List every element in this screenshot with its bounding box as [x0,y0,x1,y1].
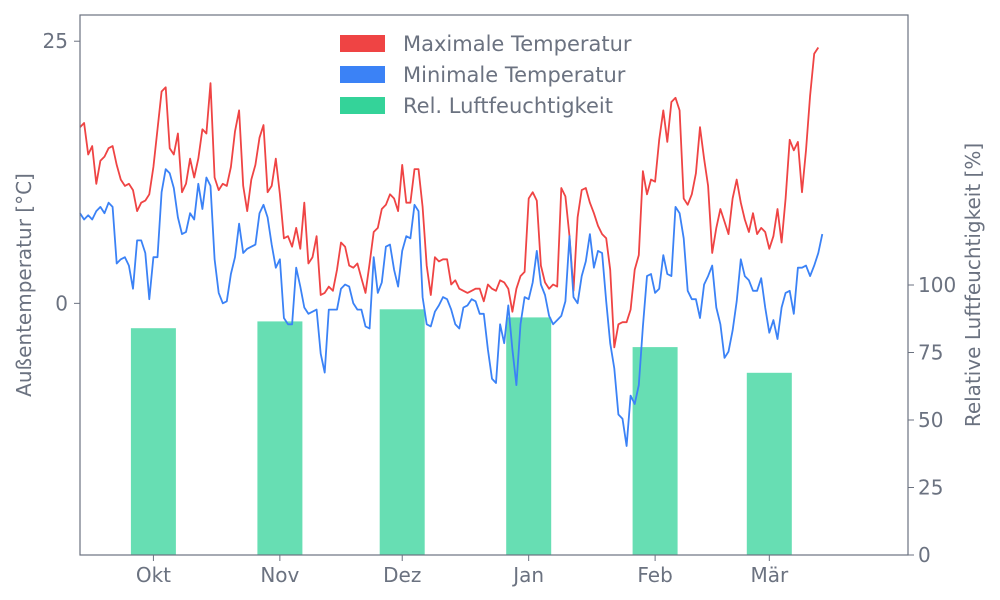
humidity-bar-5 [632,347,678,555]
x-tick-label-2: Nov [260,563,299,587]
legend-swatch-min [340,66,385,83]
humidity-bars [130,309,792,556]
x-tick-label-1: Okt [136,563,171,587]
humidity-bar-2 [257,321,303,555]
y-right-tick-label-1: 0 [918,543,931,567]
x-tick-label-3: Dez [383,563,421,587]
humidity-bar-3 [379,309,425,555]
x-tick-label-4: Jan [511,563,544,587]
y-right-tick-label-3: 50 [918,408,943,432]
y-right-tick-label-2: 25 [918,476,943,500]
legend-label-max: Maximale Temperatur [403,32,632,56]
y-left-tick-label-2: 25 [43,29,68,53]
legend-swatch-max [340,35,385,52]
y-right-axis-label: Relative Luftfeuchtigkeit [%] [961,143,985,427]
legend-label-min: Minimale Temperatur [403,63,626,87]
x-tick-label-6: Mär [750,563,789,587]
humidity-bar-1 [130,328,176,555]
y-right-tick-label-5: 100 [918,273,956,297]
axes: Okt Nov Dez Jan Feb Mär 0 25 0 25 50 75 100 [43,29,957,587]
x-tick-label-5: Feb [637,563,672,587]
legend-swatch-humidity [340,97,385,114]
temperature-lines [79,47,824,447]
humidity-bar-6 [746,372,792,556]
legend: Maximale Temperatur Minimale Temperatur … [340,32,632,118]
legend-label-humidity: Rel. Luftfeuchtigkeit [403,94,613,118]
y-left-axis-label: Außentemperatur [°C] [12,173,36,397]
min-temperature-line [79,168,824,447]
y-left-tick-label-1: 0 [55,291,68,315]
y-right-tick-label-4: 75 [918,341,943,365]
max-temperature-line [79,47,820,349]
